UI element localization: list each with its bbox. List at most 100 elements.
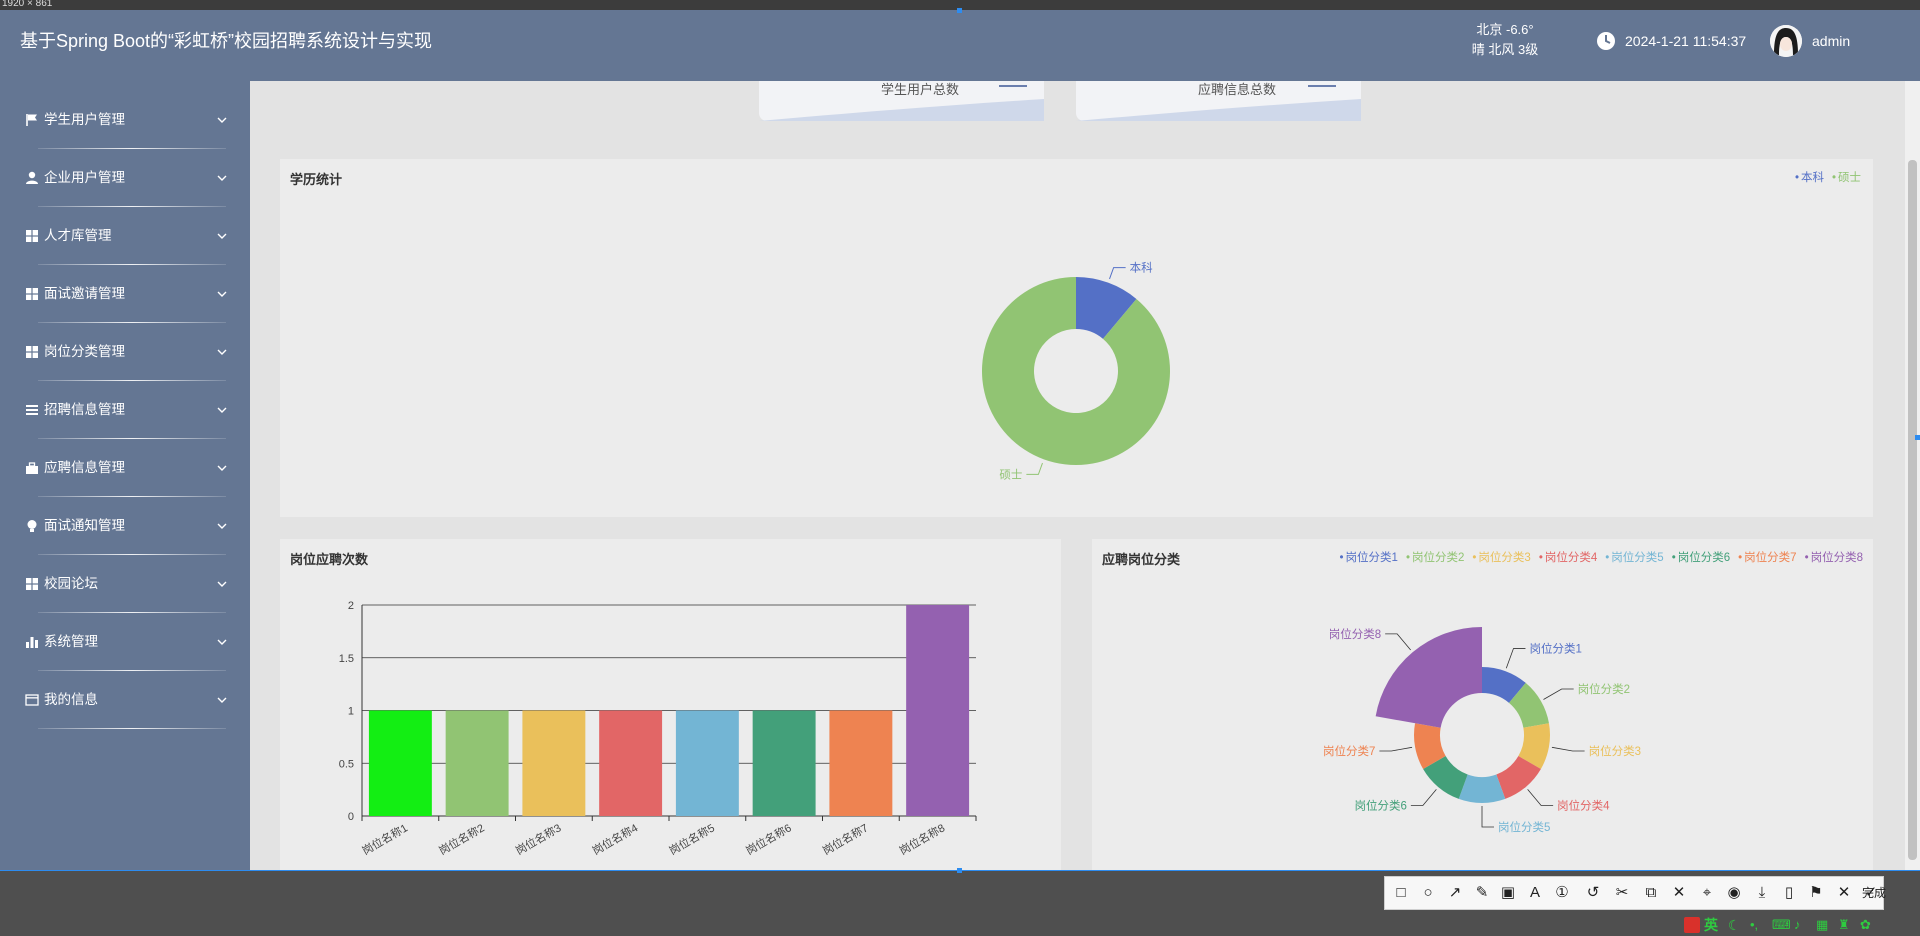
- rose-slice: [1375, 627, 1482, 728]
- rose-slice: [1414, 723, 1446, 769]
- pin-icon[interactable]: ⌖: [1702, 884, 1712, 901]
- mic-icon[interactable]: ♪: [1794, 917, 1801, 932]
- x-tick-label: 岗位名称6: [743, 820, 793, 857]
- rose-label: 岗位分类8: [1329, 627, 1381, 641]
- sidebar-item-10[interactable]: 系统管理: [0, 613, 250, 671]
- sidebar-item-11[interactable]: 我的信息: [0, 671, 250, 729]
- sidebar-divider: [38, 728, 226, 729]
- bulb-icon: [27, 520, 37, 532]
- sidebar-item-4[interactable]: 面试邀请管理: [0, 265, 250, 323]
- legend-item[interactable]: 岗位分类6: [1677, 552, 1731, 564]
- legend-marker: •: [1605, 552, 1610, 564]
- weather-city-temp: 北京 -6.6°: [1476, 22, 1534, 37]
- sidebar-item-2[interactable]: 企业用户管理: [0, 149, 250, 207]
- legend-marker: •: [1472, 552, 1477, 564]
- close-icon[interactable]: ✕: [1837, 884, 1851, 901]
- legend-item[interactable]: 岗位分类2: [1411, 552, 1465, 564]
- phone-icon[interactable]: ▯: [1784, 884, 1794, 901]
- legend-marker: •: [1405, 552, 1410, 564]
- stat-applications-value-underline: [1308, 85, 1336, 87]
- punctuation-icon[interactable]: •,: [1750, 917, 1759, 932]
- sidebar-item-8[interactable]: 面试通知管理: [0, 497, 250, 555]
- grid-tray-icon[interactable]: ▦: [1816, 917, 1829, 932]
- rose-label: 岗位分类2: [1578, 682, 1630, 696]
- scissors-icon[interactable]: ✂: [1615, 884, 1629, 901]
- capture-selection-handle-top[interactable]: [957, 8, 962, 13]
- legend-item[interactable]: 岗位分类1: [1345, 552, 1398, 564]
- legend-item[interactable]: 硕士: [1838, 172, 1861, 184]
- record-icon[interactable]: ◉: [1727, 884, 1741, 901]
- ellipse-icon[interactable]: ○: [1423, 884, 1433, 901]
- x-tick-label: 岗位名称4: [590, 820, 640, 857]
- legend-item[interactable]: 岗位分类4: [1544, 552, 1598, 564]
- sidebar-item-label: 岗位分类管理: [44, 344, 125, 359]
- job-category-chart-title: 应聘岗位分类: [1102, 552, 1181, 567]
- tray-app-icon[interactable]: [1684, 917, 1700, 933]
- sidebar-divider: [38, 148, 226, 149]
- shirt-icon[interactable]: ♜: [1838, 917, 1850, 932]
- capture-top-bar: 1920 × 861: [0, 0, 1920, 10]
- avatar-image: [1770, 25, 1802, 57]
- rectangle-icon[interactable]: □: [1396, 884, 1406, 901]
- sidebar-item-6[interactable]: 招聘信息管理: [0, 381, 250, 439]
- rose-label: 岗位分类3: [1589, 744, 1641, 758]
- moon-icon[interactable]: ☾: [1728, 917, 1741, 933]
- sidebar-item-5[interactable]: 岗位分类管理: [0, 323, 250, 381]
- mosaic-icon[interactable]: ▣: [1500, 884, 1516, 901]
- check-icon[interactable]: ✓: [1864, 884, 1878, 901]
- settings-tray-icon[interactable]: ✿: [1860, 917, 1871, 932]
- sidebar-divider: [38, 322, 226, 323]
- avatar[interactable]: [1770, 25, 1802, 57]
- y-tick-label: 1: [348, 706, 354, 718]
- chevron-down-icon: [217, 175, 227, 181]
- arrow-icon[interactable]: ↗: [1448, 884, 1462, 901]
- keyboard-icon[interactable]: ⌨: [1772, 917, 1791, 932]
- sidebar-divider: [38, 206, 226, 207]
- sidebar-divider: [38, 438, 226, 439]
- username[interactable]: admin: [1812, 33, 1851, 49]
- legend-item[interactable]: 岗位分类7: [1744, 552, 1797, 564]
- pen-icon[interactable]: ✎: [1475, 884, 1489, 901]
- download-icon[interactable]: ⤓: [1758, 884, 1766, 901]
- chevron-down-icon: [217, 349, 227, 355]
- capture-selection-handle[interactable]: [957, 868, 962, 873]
- number-marker-icon[interactable]: ①: [1555, 884, 1569, 901]
- stat-students-value-underline: [999, 85, 1027, 87]
- sidebar-item-1[interactable]: 学生用户管理: [0, 91, 250, 149]
- sidebar-item-label: 校园论坛: [44, 576, 98, 591]
- ocr-icon[interactable]: ⧉: [1645, 884, 1657, 901]
- job-applications-bar-chart: 0 0.5 1 1.5 2 岗位名称1 岗位名称2 岗位名称3 岗位名称4 岗位名称5 岗位名称6 岗…: [339, 600, 977, 858]
- legend-item[interactable]: 本科: [1800, 172, 1824, 184]
- rose-slice: [1508, 682, 1549, 728]
- undo-icon[interactable]: ↺: [1586, 884, 1600, 901]
- grid-icon: [26, 346, 38, 358]
- sidebar-item-label: 系统管理: [44, 634, 98, 649]
- rose-label-line: [1505, 648, 1526, 669]
- expand-icon[interactable]: ✕: [1672, 884, 1686, 901]
- chevron-down-icon: [217, 465, 227, 471]
- stat-applications-label: 应聘信息总数: [1198, 82, 1277, 97]
- done-button-label[interactable]: 完成: [1862, 886, 1887, 900]
- bar: [368, 710, 432, 816]
- sidebar-item-3[interactable]: 人才库管理: [0, 207, 250, 265]
- sidebar-divider: [38, 612, 226, 613]
- content-scrollbar-thumb[interactable]: [1908, 160, 1917, 860]
- x-tick-label: 岗位名称3: [513, 820, 563, 857]
- y-tick-label: 0.5: [339, 758, 354, 770]
- legend-item[interactable]: 岗位分类3: [1478, 552, 1531, 564]
- ime-indicator[interactable]: 英: [1704, 917, 1718, 933]
- legend-item[interactable]: 岗位分类5: [1611, 552, 1664, 564]
- sidebar-item-7[interactable]: 应聘信息管理: [0, 439, 250, 497]
- x-tick-label: 岗位名称2: [436, 820, 486, 857]
- app-title: 基于Spring Boot的“彩虹桥”校园招聘系统设计与实现: [20, 31, 433, 51]
- x-tick-label: 岗位名称7: [820, 820, 870, 857]
- x-tick-label: 岗位名称1: [359, 820, 409, 857]
- sidebar-item-9[interactable]: 校园论坛: [0, 555, 250, 613]
- capture-selection-handle-right[interactable]: [1915, 435, 1920, 440]
- legend-item[interactable]: 岗位分类8: [1810, 552, 1863, 564]
- text-icon[interactable]: A: [1529, 884, 1540, 901]
- bookmark-icon[interactable]: ⚑: [1809, 884, 1823, 901]
- sidebar-divider: [38, 380, 226, 381]
- chevron-down-icon: [217, 407, 227, 413]
